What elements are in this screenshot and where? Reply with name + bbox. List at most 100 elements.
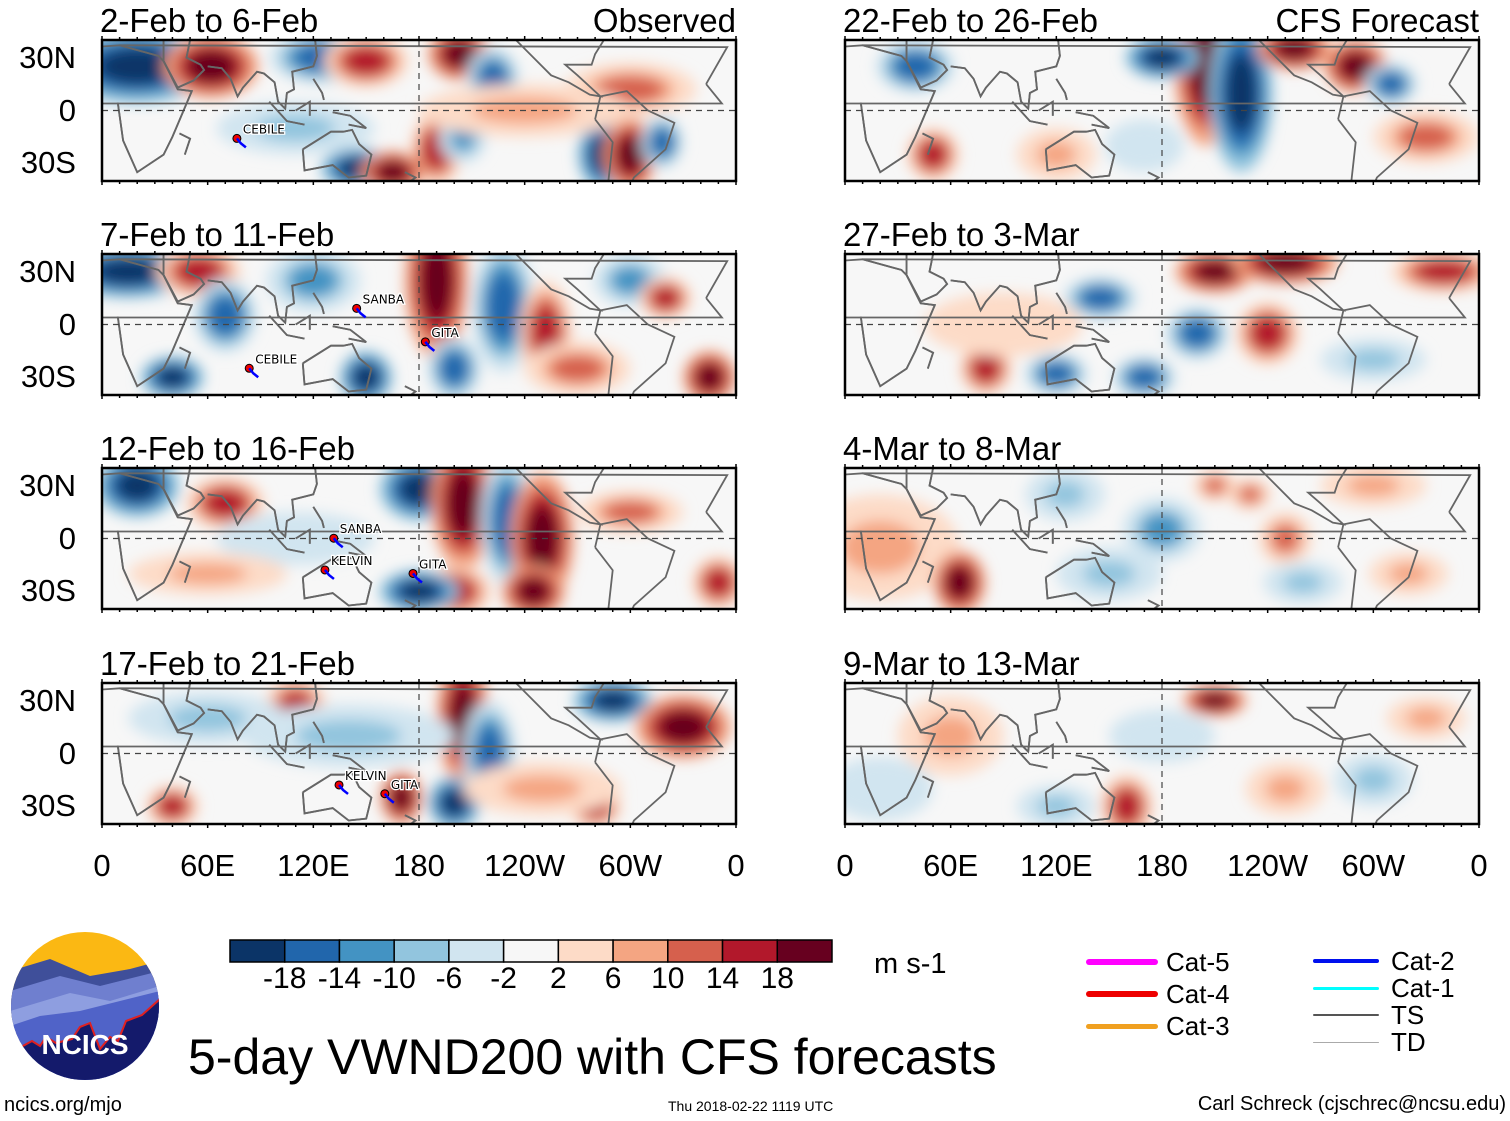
anomaly-contour bbox=[1082, 560, 1136, 587]
colorbar-swatch bbox=[229, 939, 286, 963]
coastline bbox=[594, 733, 676, 824]
coastline bbox=[1044, 556, 1116, 607]
coastline bbox=[301, 556, 373, 607]
coastline bbox=[905, 468, 949, 517]
coastline bbox=[845, 472, 937, 602]
map-panel: CEBILE bbox=[100, 36, 738, 185]
anomaly-contour bbox=[441, 352, 468, 385]
site-link[interactable]: ncics.org/mjo bbox=[4, 1094, 122, 1116]
coastline bbox=[179, 775, 192, 798]
coastline bbox=[162, 40, 206, 89]
lon-tick-label: 0 bbox=[93, 848, 111, 883]
coastline bbox=[207, 40, 318, 111]
coastline bbox=[1038, 314, 1054, 330]
coastline bbox=[1075, 325, 1110, 343]
lon-tick-label: 60W bbox=[1341, 848, 1406, 883]
legend-label: TD bbox=[1391, 1027, 1426, 1057]
coastline bbox=[332, 325, 367, 343]
lon-tick-label: 180 bbox=[393, 848, 445, 883]
anomaly-contour bbox=[705, 569, 732, 596]
panel-title: 27-Feb to 3-Mar bbox=[843, 216, 1080, 253]
coastline bbox=[268, 529, 305, 554]
anomaly-contour bbox=[1036, 141, 1077, 168]
storm-label: GITA bbox=[431, 326, 459, 340]
coastline bbox=[301, 342, 373, 393]
coastline bbox=[207, 468, 318, 539]
anomaly-contour bbox=[853, 772, 907, 805]
coastline bbox=[179, 132, 192, 155]
anomaly-contour bbox=[1225, 53, 1258, 133]
colorbar-swatch bbox=[393, 939, 450, 963]
anomaly-contour bbox=[1142, 513, 1182, 546]
legend-label: Cat-2 bbox=[1391, 946, 1455, 976]
anomaly-contour bbox=[1128, 366, 1161, 388]
colorbar-tick-label: 10 bbox=[651, 962, 685, 995]
lon-tick-label: 0 bbox=[727, 848, 745, 883]
storm-track bbox=[323, 569, 335, 580]
anomaly-contour bbox=[1417, 261, 1471, 283]
anomaly-contour bbox=[1346, 349, 1400, 371]
legend-swatch-cat-4 bbox=[1086, 991, 1158, 997]
anomaly-contour bbox=[1081, 287, 1119, 309]
colorbar-swatch bbox=[721, 939, 779, 963]
anomaly-contour bbox=[116, 469, 159, 502]
coastline bbox=[922, 560, 935, 583]
anomaly-contour bbox=[652, 287, 679, 309]
coastline bbox=[312, 506, 325, 529]
lat-tick-label: 0 bbox=[58, 92, 76, 128]
colorbar-tick-label: 6 bbox=[604, 962, 622, 995]
lat-tick-label: 30N bbox=[19, 253, 76, 289]
anomaly-contour bbox=[1181, 320, 1214, 347]
coastline bbox=[950, 468, 1061, 539]
coastline bbox=[1011, 529, 1048, 554]
anomaly-contour bbox=[1198, 692, 1231, 709]
coastline bbox=[1258, 254, 1348, 312]
colorbar-swatch bbox=[448, 939, 505, 963]
coastline bbox=[515, 254, 605, 312]
anomaly-contour bbox=[352, 364, 380, 391]
storm-label: KELVIN bbox=[331, 554, 373, 568]
lat-tick-label: 30S bbox=[20, 573, 76, 609]
anomaly-contour bbox=[651, 129, 673, 156]
coastline bbox=[594, 304, 676, 395]
coastline bbox=[332, 754, 367, 772]
coastline bbox=[1337, 90, 1419, 181]
anomaly-contour bbox=[159, 795, 186, 817]
coastline bbox=[1055, 292, 1068, 315]
anomaly-contour bbox=[1204, 477, 1226, 494]
anomaly-contour bbox=[972, 355, 1000, 382]
anomaly-contour bbox=[168, 705, 248, 732]
coastline bbox=[515, 468, 605, 526]
anomaly-contour bbox=[1135, 722, 1189, 750]
coastline bbox=[1011, 315, 1048, 340]
colorbar-swatch bbox=[612, 939, 669, 963]
coastline bbox=[594, 90, 676, 181]
coastline bbox=[1147, 599, 1161, 609]
coastline bbox=[102, 258, 194, 388]
colorbar-tick-label: -18 bbox=[263, 962, 307, 995]
map-panel bbox=[843, 464, 1481, 613]
column-label: Observed bbox=[592, 2, 736, 39]
storm-track bbox=[338, 784, 349, 795]
figure-title: 5-day VWND200 with CFS forecasts bbox=[188, 1029, 997, 1085]
coastline bbox=[301, 128, 373, 179]
coastline bbox=[404, 814, 418, 824]
panel-title: 12-Feb to 16-Feb bbox=[100, 430, 355, 467]
anomaly-contour bbox=[1283, 571, 1323, 594]
coastline bbox=[922, 346, 935, 369]
panel-title: 7-Feb to 11-Feb bbox=[100, 216, 335, 253]
storm-track bbox=[424, 341, 436, 352]
map-panel: SANBA GITA CEBILE bbox=[100, 250, 738, 399]
storm-track bbox=[235, 137, 247, 149]
coastline bbox=[1044, 771, 1116, 822]
coastline bbox=[905, 40, 949, 89]
anomaly-contour bbox=[209, 297, 242, 335]
coastline bbox=[1258, 468, 1348, 526]
anomaly-contour bbox=[1251, 317, 1284, 350]
column-label: CFS Forecast bbox=[1275, 2, 1479, 39]
colorbar-swatch bbox=[502, 939, 560, 963]
lat-tick-label: 30S bbox=[20, 145, 76, 181]
storm-label: SANBA bbox=[340, 522, 382, 536]
lon-tick-label: 60E bbox=[923, 848, 979, 883]
